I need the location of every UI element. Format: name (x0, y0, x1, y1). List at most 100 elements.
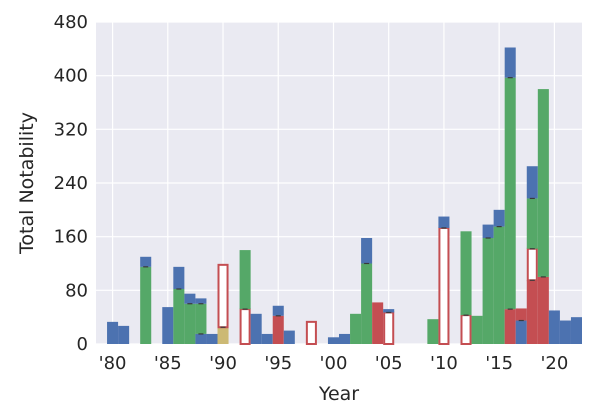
bar-stack-2009 (427, 319, 439, 344)
bar-segment-hollow (305, 320, 317, 345)
bar-segment-blue (438, 216, 450, 228)
bar-segment-blue (493, 209, 505, 227)
bar-stack-2017 (515, 308, 527, 344)
x-tick-label: '90 (209, 353, 237, 374)
bar-stack-2020 (548, 310, 560, 344)
bar-segment-blue (559, 320, 571, 344)
bar-segment-red (272, 315, 284, 344)
y-tick-label: 80 (65, 280, 88, 301)
x-tick-label: '85 (154, 353, 182, 374)
bar-segment-blue (173, 266, 185, 289)
bar-stack-1994 (261, 333, 273, 344)
bar-stack-2019 (537, 89, 549, 344)
bar-stack-2004 (372, 302, 384, 344)
bar-segment-blue (261, 333, 273, 344)
bar-stack-2002 (350, 313, 362, 344)
bar-segment-blue (548, 310, 560, 344)
bar-segment-blue (515, 320, 527, 344)
bar-segment-red (526, 280, 538, 344)
bar-stack-2018 (526, 166, 538, 344)
bar-stack-2022 (570, 317, 582, 344)
bar-segment-blue (361, 238, 373, 264)
bar-stack-2005 (383, 309, 395, 345)
bar-stack-2012 (460, 231, 472, 346)
bar-segment-green (504, 77, 516, 310)
bar-stack-2013 (471, 315, 483, 344)
bar-segment-blue (526, 166, 538, 199)
bar-stack-1990 (217, 263, 229, 344)
bar-segment-blue (206, 333, 218, 344)
bars (107, 47, 582, 346)
bar-segment-red (537, 276, 549, 344)
bar-stack-2010 (438, 216, 450, 345)
bar-stack-1992 (239, 250, 251, 346)
bar-segment-blue (140, 256, 152, 267)
bar-stack-1998 (305, 320, 317, 345)
bar-stack-2001 (339, 333, 351, 344)
bar-segment-green (427, 319, 439, 344)
bar-segment-hollow (239, 308, 251, 346)
bar-segment-green (526, 198, 538, 249)
bar-stack-1996 (283, 330, 295, 344)
bar-segment-blue (272, 305, 284, 316)
y-tick-label: 400 (54, 66, 88, 87)
bar-segment-hollow (526, 247, 538, 282)
bar-segment-blue (482, 224, 494, 239)
bar-segment-blue (504, 47, 516, 78)
bar-segment-green (460, 231, 472, 316)
bar-segment-green (239, 250, 251, 310)
bar-stack-1980 (107, 321, 119, 344)
x-tick-labels: '80 '85 '90 '95 '00 '05 '10 '15 '20 (99, 353, 569, 374)
bar-segment-red (372, 302, 384, 344)
bar-stack-1985 (162, 307, 174, 344)
bar-segment-blue (327, 337, 339, 344)
x-tick-label: '80 (99, 353, 127, 374)
bar-stack-1988 (195, 298, 207, 344)
y-tick-label: 0 (77, 334, 88, 355)
bar-segment-blue (250, 313, 262, 344)
bar-segment-green (361, 263, 373, 344)
grid (96, 21, 582, 345)
x-tick-label: '00 (320, 353, 348, 374)
bar-segment-green (471, 315, 483, 344)
bar-stack-2014 (482, 224, 494, 344)
bar-segment-hollow (383, 311, 395, 345)
bar-stack-1987 (184, 293, 196, 344)
bar-stack-1981 (118, 325, 130, 344)
bar-stack-2000 (327, 337, 339, 344)
bar-segment-red (515, 308, 527, 321)
bar-segment-blue (184, 293, 196, 304)
x-axis-label: Year (318, 383, 359, 405)
bar-segment-green (184, 303, 196, 344)
bar-segment-green (350, 313, 362, 344)
bar-segment-hollow (438, 226, 450, 345)
bar-segment-green (195, 303, 207, 334)
y-tick-labels: 0 80 160 240 320 400 480 (54, 12, 88, 355)
bar-segment-blue (383, 309, 395, 313)
bar-segment-blue (570, 317, 582, 344)
y-tick-label: 160 (54, 227, 88, 248)
x-tick-label: '10 (430, 353, 458, 374)
x-tick-label: '05 (375, 353, 403, 374)
y-axis-label: Total Notability (16, 112, 38, 255)
bar-segment-blue (107, 321, 119, 344)
bar-segment-blue (195, 333, 207, 344)
bar-segment-green (482, 238, 494, 344)
bar-segment-blue (339, 333, 351, 344)
bar-stack-2021 (559, 320, 571, 344)
bar-segment-red (504, 309, 516, 344)
bar-segment-hollow (217, 263, 229, 329)
bar-segment-tan (217, 327, 229, 344)
y-tick-label: 480 (54, 12, 88, 33)
x-tick-label: '15 (485, 353, 513, 374)
bar-segment-blue (118, 325, 130, 344)
bar-segment-blue (283, 330, 295, 344)
y-tick-label: 240 (54, 173, 88, 194)
bar-stack-1995 (272, 305, 284, 344)
bar-stack-1986 (173, 266, 185, 344)
bar-segment-green (173, 288, 185, 344)
bar-stack-2003 (361, 238, 373, 344)
bar-segment-green (140, 266, 152, 344)
bar-stack-2015 (493, 209, 505, 344)
